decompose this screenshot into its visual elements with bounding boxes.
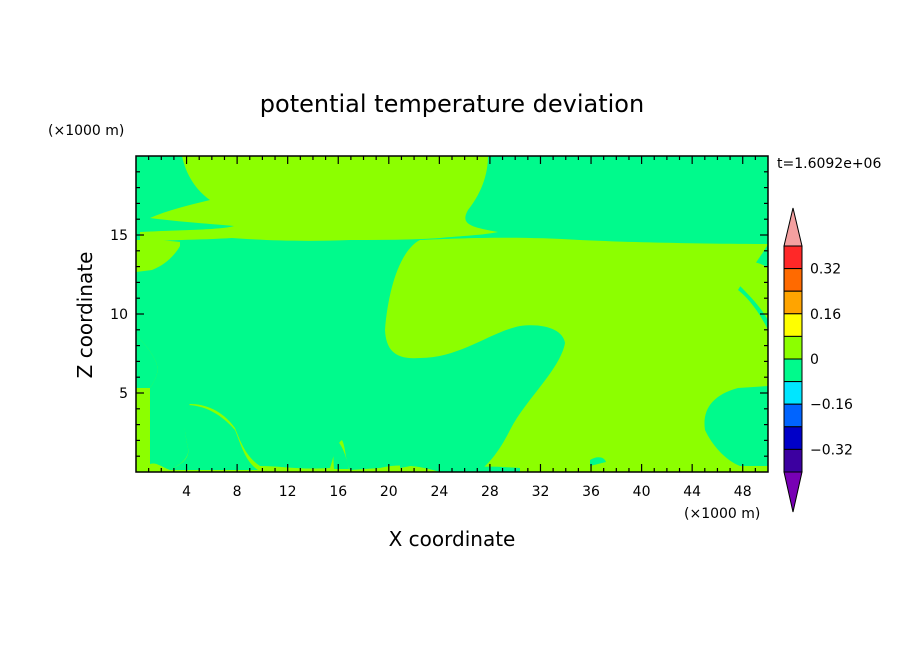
contour-region [738,261,768,320]
colorbar-swatch [783,290,803,315]
colorbar-swatch [783,403,803,428]
colorbar-label: −0.16 [810,397,853,413]
x-tick-label: 44 [683,484,701,500]
x-tick-label: 24 [430,484,448,500]
colorbar-label: 0.16 [810,307,841,323]
colorbar-swatch [783,335,803,360]
contour-region [136,272,158,388]
colorbar-swatch [783,358,803,383]
colorbar-label: −0.32 [810,442,853,458]
colorbar-swatch [783,245,803,270]
contour-region [140,156,498,242]
contour-regions [136,156,768,472]
y-tick-label: 5 [119,386,128,402]
colorbar-arrow-top [783,207,803,247]
colorbar-label: 0 [810,352,819,368]
plot-area [135,155,769,473]
x-unit-label: (×1000 m) [684,506,760,522]
contour-region [400,459,416,468]
colorbar-arrow-bottom [783,471,803,513]
contour-region [170,405,258,470]
x-tick-label: 36 [582,484,600,500]
colorbar-swatch [783,313,803,337]
y-axis-ticks: 5 10 15 [110,171,768,457]
x-tick-label: 48 [734,484,752,500]
contour-region [300,459,316,468]
y-tick-label: 10 [110,307,128,323]
y-unit-label: (×1000 m) [48,123,124,139]
colorbar-label: 0.32 [810,262,841,278]
colorbar-swatch [783,268,803,292]
x-tick-label: 40 [633,484,651,500]
contour-region [136,235,768,472]
colorbar-swatch [783,381,803,405]
x-tick-label: 32 [532,484,550,500]
x-tick-label: 20 [380,484,398,500]
x-tick-label: 16 [329,484,347,500]
y-axis-label: Z coordinate [73,252,97,379]
x-tick-label: 8 [233,484,242,500]
y-tick-label: 15 [110,228,128,244]
colorbar-swatch [783,448,803,473]
chart-title: potential temperature deviation [260,90,644,118]
x-axis-ticks: 4 8 12 16 20 24 28 32 36 40 44 48 [148,156,756,500]
x-tick-label: 12 [279,484,297,500]
x-axis-label: X coordinate [389,527,516,551]
contour-region [333,440,349,469]
x-tick-label: 4 [182,484,191,500]
contour-region [590,457,606,466]
colorbar-swatch [783,426,803,450]
time-label: t=1.6092e+06 [777,156,881,172]
x-tick-label: 28 [481,484,499,500]
colorbar: 0.32 0.16 0 −0.16 −0.32 [783,207,853,513]
